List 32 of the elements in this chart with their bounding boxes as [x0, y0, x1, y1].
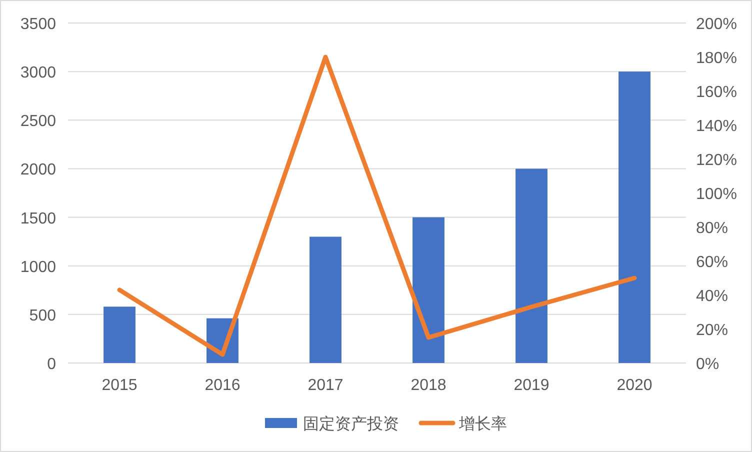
- bar: [104, 306, 136, 363]
- bar: [310, 236, 342, 363]
- y-tick-label: 3000: [20, 64, 56, 82]
- x-tick-label: 2020: [616, 377, 652, 394]
- x-tick-label: 2016: [204, 377, 240, 394]
- y2-tick-label: 180%: [696, 50, 737, 67]
- legend-label: 固定资产投资: [303, 415, 399, 433]
- x-tick-label: 2017: [308, 377, 344, 394]
- x-tick-label: 2015: [102, 377, 138, 394]
- y-tick-label: 500: [29, 307, 56, 324]
- y2-tick-label: 160%: [696, 84, 737, 101]
- bar: [412, 217, 444, 363]
- y2-tick-label: 20%: [696, 322, 728, 339]
- y-tick-label: 2000: [20, 162, 56, 179]
- x-tick-label: 2018: [410, 377, 446, 394]
- x-tick-label: 2019: [514, 377, 550, 394]
- y-tick-label: 0: [47, 356, 56, 373]
- y2-tick-label: 60%: [696, 254, 728, 271]
- bar: [618, 72, 650, 363]
- bar: [516, 168, 548, 363]
- y-tick-label: 3500: [20, 16, 56, 33]
- y2-tick-label: 120%: [696, 152, 737, 169]
- legend-label: 增长率: [458, 415, 507, 433]
- y2-tick-label: 100%: [696, 186, 737, 203]
- y2-tick-label: 140%: [696, 118, 737, 135]
- y-tick-label: 1500: [20, 210, 56, 228]
- y2-tick-label: 80%: [696, 220, 728, 237]
- y2-tick-label: 0%: [696, 356, 720, 373]
- y-tick-label: 2500: [20, 113, 56, 130]
- y-tick-label: 1000: [20, 258, 56, 276]
- y2-tick-label: 40%: [696, 288, 728, 305]
- y2-tick-label: 200%: [696, 16, 737, 33]
